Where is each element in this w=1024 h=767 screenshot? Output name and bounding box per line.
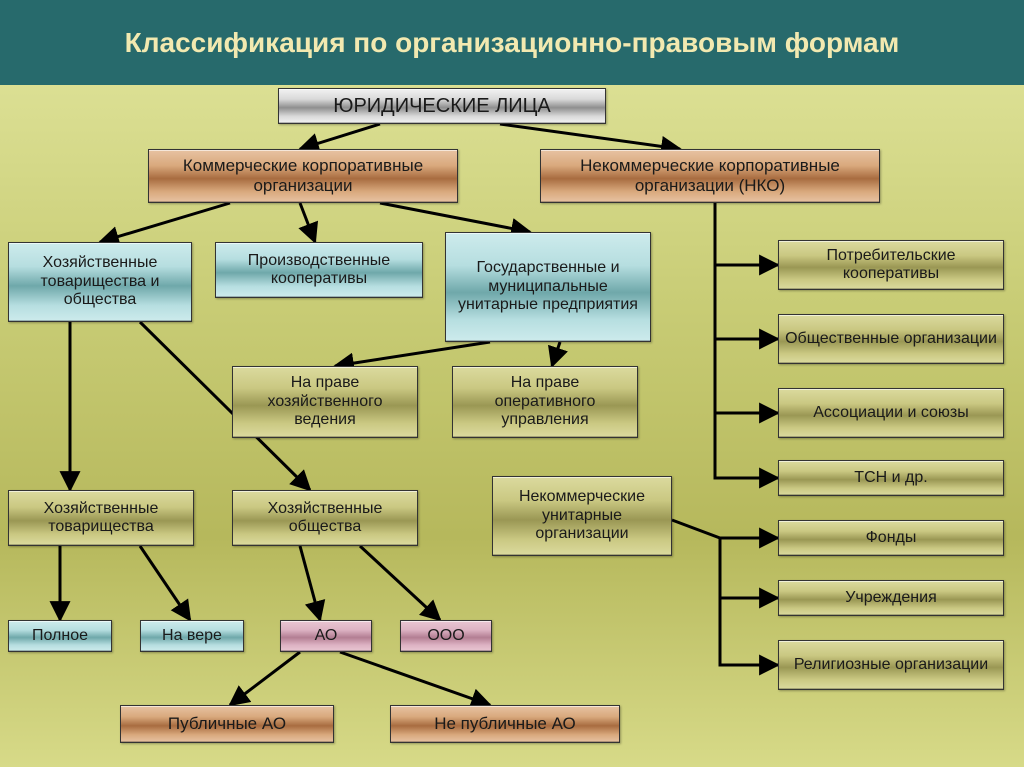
- node-root: ЮРИДИЧЕСКИЕ ЛИЦА: [278, 88, 606, 124]
- arrow: [552, 342, 560, 366]
- node-label: Некоммерческие корпоративные организации…: [547, 156, 873, 195]
- node-ho: Хозяйственные общества: [232, 490, 418, 546]
- node-nko6: Учреждения: [778, 580, 1004, 616]
- arrow: [140, 546, 190, 620]
- node-hoz_ved: На праве хозяйственного ведения: [232, 366, 418, 438]
- arrow: [720, 538, 778, 598]
- node-nko2: Общественные организации: [778, 314, 1004, 364]
- node-pub_ao: Публичные АО: [120, 705, 334, 743]
- arrow: [672, 520, 778, 538]
- node-nko4: ТСН и др.: [778, 460, 1004, 496]
- node-gmup: Государственные и муниципальные унитарны…: [445, 232, 651, 342]
- arrow: [715, 203, 778, 265]
- node-label: Полное: [32, 627, 88, 645]
- node-label: Некоммерческие унитарные организации: [499, 488, 665, 543]
- node-nuo: Некоммерческие унитарные организации: [492, 476, 672, 556]
- arrow: [720, 598, 778, 665]
- node-nko1: Потребительские кооперативы: [778, 240, 1004, 290]
- node-label: Публичные АО: [168, 714, 286, 734]
- node-label: На вере: [162, 627, 222, 645]
- arrow: [715, 339, 778, 413]
- diagram-title: Классификация по организационно-правовым…: [0, 0, 1024, 85]
- node-label: Хозяйственные товарищества: [15, 500, 187, 537]
- node-nepub_ao: Не публичные АО: [390, 705, 620, 743]
- node-ooo: ООО: [400, 620, 492, 652]
- node-partnerships: Хозяйственные товарищества и общества: [8, 242, 192, 322]
- arrow: [300, 203, 315, 242]
- node-label: Потребительские кооперативы: [785, 247, 997, 284]
- node-label: Производственные кооперативы: [222, 252, 416, 289]
- arrow: [335, 342, 490, 366]
- node-noncommercial: Некоммерческие корпоративные организации…: [540, 149, 880, 203]
- arrow: [100, 203, 230, 242]
- title-text: Классификация по организационно-правовым…: [125, 27, 900, 59]
- node-coops: Производственные кооперативы: [215, 242, 423, 298]
- arrow: [380, 203, 530, 232]
- node-full: Полное: [8, 620, 112, 652]
- arrow: [715, 413, 778, 478]
- node-oper_upr: На праве оперативного управления: [452, 366, 638, 438]
- node-label: На праве оперативного управления: [459, 374, 631, 429]
- arrow: [230, 652, 300, 705]
- node-commercial: Коммерческие корпоративные организации: [148, 149, 458, 203]
- node-label: Ассоциации и союзы: [813, 404, 969, 422]
- node-label: ЮРИДИЧЕСКИЕ ЛИЦА: [333, 95, 551, 118]
- node-label: ООО: [427, 627, 464, 645]
- node-label: Учреждения: [845, 589, 937, 607]
- node-label: Государственные и муниципальные унитарны…: [452, 259, 644, 314]
- arrow: [300, 124, 380, 149]
- node-nko7: Религиозные организации: [778, 640, 1004, 690]
- node-nko3: Ассоциации и союзы: [778, 388, 1004, 438]
- arrow: [500, 124, 680, 149]
- arrow: [360, 546, 440, 620]
- node-label: Хозяйственные общества: [239, 500, 411, 537]
- arrow: [300, 546, 320, 620]
- node-label: Хозяйственные товарищества и общества: [15, 254, 185, 309]
- node-label: ТСН и др.: [854, 469, 927, 487]
- node-label: На праве хозяйственного ведения: [239, 374, 411, 429]
- node-label: Коммерческие корпоративные организации: [155, 156, 451, 195]
- node-nko5: Фонды: [778, 520, 1004, 556]
- node-ao: АО: [280, 620, 372, 652]
- node-label: Общественные организации: [785, 330, 997, 348]
- diagram-canvas: Классификация по организационно-правовым…: [0, 0, 1024, 767]
- node-faith: На вере: [140, 620, 244, 652]
- node-label: Фонды: [866, 529, 917, 547]
- node-ht: Хозяйственные товарищества: [8, 490, 194, 546]
- node-label: Религиозные организации: [794, 656, 988, 674]
- node-label: Не публичные АО: [434, 714, 576, 734]
- arrow: [340, 652, 490, 705]
- arrow: [715, 265, 778, 339]
- node-label: АО: [315, 627, 338, 645]
